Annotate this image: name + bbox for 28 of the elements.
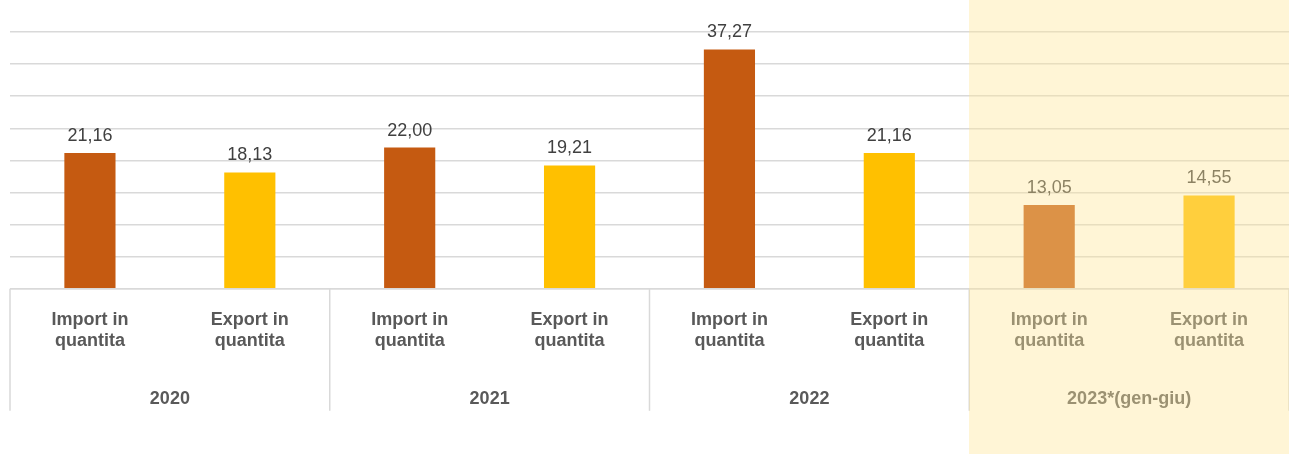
- x-tick-label: Import in quantita: [690, 308, 768, 351]
- bar: [543, 165, 596, 289]
- bar: [64, 152, 116, 289]
- x-tick-label: Export in quantita: [530, 308, 609, 351]
- text: 2023*(gen-giu): [1067, 387, 1192, 408]
- bar: [1183, 195, 1235, 289]
- bar: [863, 152, 915, 289]
- data-label: 21,16: [67, 124, 113, 145]
- text: 2020: [149, 387, 190, 408]
- x-tick-label: Import in quantita: [1010, 308, 1088, 351]
- data-label: 22,00: [387, 119, 433, 140]
- data-label: 13,05: [1026, 176, 1072, 197]
- bar: [384, 147, 436, 289]
- x-tick-label: Export in quantita: [1170, 308, 1249, 351]
- data-label: 37,27: [706, 21, 752, 42]
- data-label: 19,21: [547, 137, 593, 158]
- data-label: 14,55: [1186, 167, 1232, 188]
- bar: [1023, 205, 1075, 289]
- x-tick-label: Export in quantita: [210, 308, 289, 351]
- x-tick-label: Import in quantita: [51, 308, 129, 351]
- bar: [224, 172, 276, 289]
- data-label: 21,16: [866, 124, 912, 145]
- bar: [703, 49, 756, 289]
- data-label: 18,13: [227, 144, 273, 165]
- text: 2022: [789, 387, 830, 408]
- x-tick-label: Import in quantita: [371, 308, 449, 351]
- x-tick-label: Export in quantita: [850, 308, 929, 351]
- text: 2021: [469, 387, 510, 408]
